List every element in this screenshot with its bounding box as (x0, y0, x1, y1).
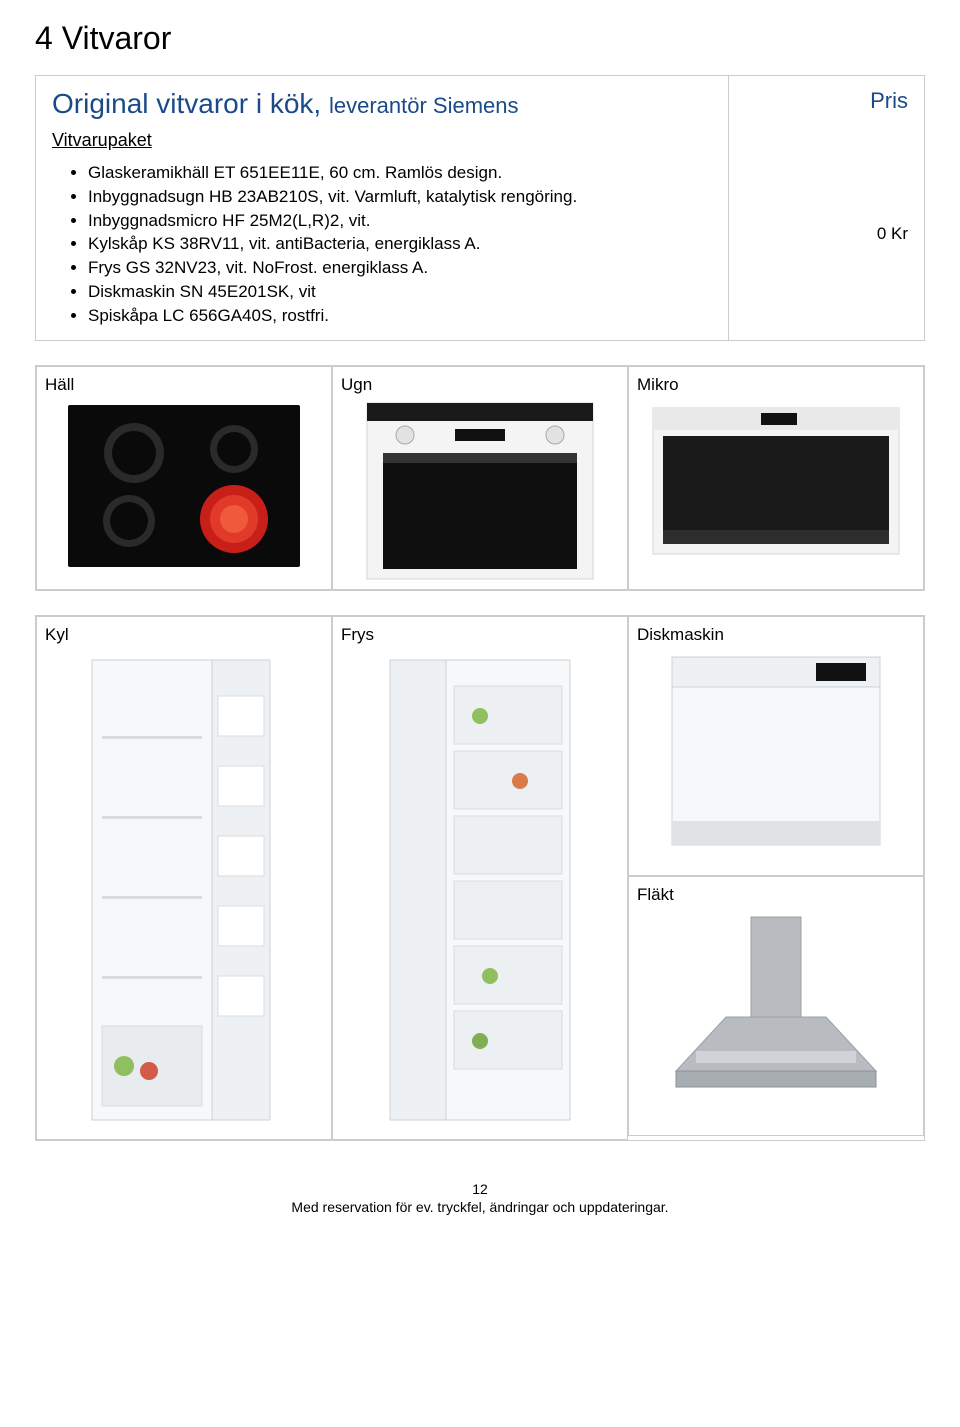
cell-frys: Frys (332, 616, 628, 1140)
label-kyl: Kyl (45, 625, 323, 645)
price-cell: Pris 0 Kr (729, 76, 925, 341)
footer-disclaimer: Med reservation för ev. tryckfel, ändrin… (35, 1199, 925, 1215)
cell-hall: Häll (36, 366, 332, 590)
bullet-item: Inbyggnadsmicro HF 25M2(L,R)2, vit. (88, 209, 712, 233)
label-mikro: Mikro (637, 375, 915, 395)
cell-kyl: Kyl (36, 616, 332, 1140)
image-microwave (637, 401, 915, 561)
spec-main-cell: Original vitvaror i kök, leverantör Siem… (36, 76, 729, 341)
cell-flakt: Fläkt (628, 876, 924, 1136)
bullet-item: Inbyggnadsugn HB 23AB210S, vit. Varmluft… (88, 185, 712, 209)
label-ugn: Ugn (341, 375, 619, 395)
image-dishwasher (637, 651, 915, 851)
cell-diskmaskin: Diskmaskin (628, 616, 924, 876)
heading-sub: leverantör Siemens (329, 93, 519, 118)
heading-main: Original vitvaror i kök, (52, 88, 321, 119)
label-hall: Häll (45, 375, 323, 395)
label-frys: Frys (341, 625, 619, 645)
cell-mikro: Mikro (628, 366, 924, 590)
bullet-item: Spiskåpa LC 656GA40S, rostfri. (88, 304, 712, 328)
bullet-item: Glaskeramikhäll ET 651EE11E, 60 cm. Raml… (88, 161, 712, 185)
appliance-row-1: Häll Ugn (35, 365, 925, 591)
price-label: Pris (745, 88, 908, 114)
price-value: 0 Kr (745, 224, 908, 244)
section-heading: Original vitvaror i kök, leverantör Siem… (52, 88, 712, 120)
page-footer: 12 Med reservation för ev. tryckfel, änd… (35, 1181, 925, 1215)
spec-table: Original vitvaror i kök, leverantör Siem… (35, 75, 925, 341)
page-title: 4 Vitvaror (35, 20, 925, 57)
image-freezer (341, 651, 619, 1131)
label-diskmaskin: Diskmaskin (637, 625, 915, 645)
page-number: 12 (35, 1181, 925, 1197)
label-flakt: Fläkt (637, 885, 915, 905)
bullet-item: Frys GS 32NV23, vit. NoFrost. energiklas… (88, 256, 712, 280)
image-oven (341, 401, 619, 581)
subheading: Vitvarupaket (52, 130, 712, 151)
bullet-list: Glaskeramikhäll ET 651EE11E, 60 cm. Raml… (52, 161, 712, 328)
image-cooktop (45, 401, 323, 571)
bullet-item: Kylskåp KS 38RV11, vit. antiBacteria, en… (88, 232, 712, 256)
bullet-item: Diskmaskin SN 45E201SK, vit (88, 280, 712, 304)
cell-ugn: Ugn (332, 366, 628, 590)
image-hood (637, 911, 915, 1111)
appliance-row-2: Kyl Frys (35, 615, 925, 1141)
right-column: Diskmaskin Fläkt (628, 616, 924, 1140)
image-fridge (45, 651, 323, 1131)
